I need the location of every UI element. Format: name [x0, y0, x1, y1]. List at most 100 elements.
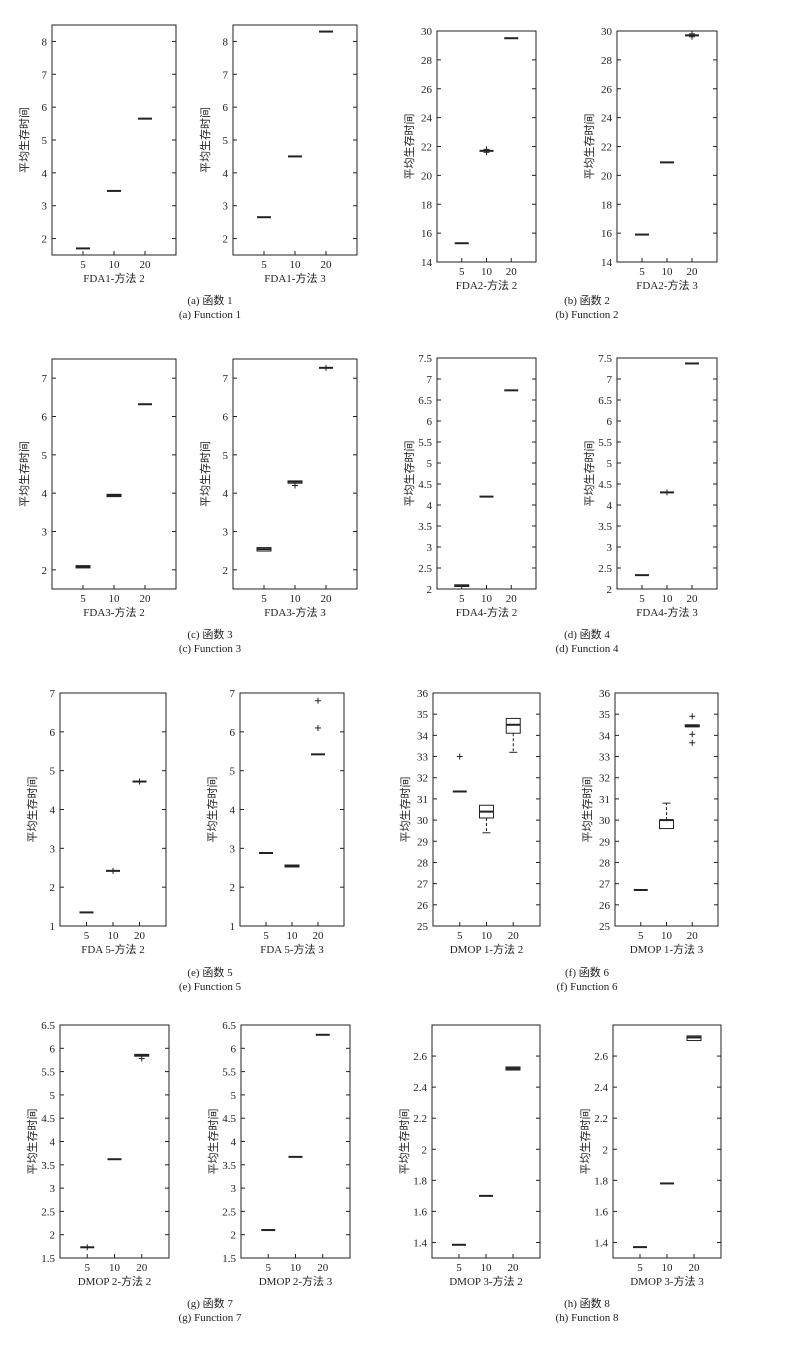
y-tick-label: 26: [601, 84, 613, 96]
x-tick-label: 20: [687, 266, 699, 278]
y-tick-label: 3.5: [598, 521, 612, 533]
caption-d: (d) 函数 4 (d) Function 4: [437, 628, 737, 656]
x-tick-label: 5: [639, 266, 645, 278]
plot-frame: [240, 1024, 351, 1259]
caption-g-en: (g) Function 7: [178, 1312, 242, 1324]
y-tick-label: 2: [50, 1230, 56, 1242]
y-tick-label: 18: [421, 199, 433, 211]
plot-frame: [232, 358, 358, 590]
x-axis-label: FDA 5-方法 3: [260, 942, 324, 956]
y-tick-label: 36: [599, 688, 611, 700]
x-tick-label: 5: [639, 593, 645, 605]
y-axis-label: 平均生存时间: [578, 1109, 592, 1175]
y-tick-label: 6.5: [418, 395, 432, 407]
plot-frame: [59, 692, 167, 927]
y-tick-label: 6.5: [598, 395, 612, 407]
plot-frame: [232, 24, 358, 256]
x-tick-label: 10: [662, 1262, 674, 1274]
y-tick-label: 22: [421, 142, 432, 154]
x-tick-label: 10: [287, 930, 299, 942]
y-tick-label: 2.5: [222, 1206, 236, 1218]
y-tick-label: 34: [417, 730, 429, 742]
y-tick-label: 1: [50, 921, 56, 933]
y-tick-label: 1.5: [41, 1253, 55, 1265]
y-tick-label: 5: [42, 135, 48, 147]
y-tick-label: 31: [417, 794, 428, 806]
plot-frame: [612, 1024, 722, 1259]
x-tick-label: 5: [456, 1262, 462, 1274]
y-axis-label: 平均生存时间: [402, 114, 416, 180]
x-axis-label: FDA1-方法 3: [264, 271, 326, 285]
y-tick-label: 28: [417, 857, 429, 869]
y-tick-label: 5: [607, 458, 613, 470]
y-tick-label: 3: [231, 1183, 237, 1195]
x-tick-label: 5: [459, 593, 465, 605]
plot-frame: [431, 1024, 541, 1259]
y-tick-label: 6.5: [41, 1020, 55, 1032]
y-tick-label: 3: [42, 527, 48, 539]
x-tick-label: 10: [108, 930, 120, 942]
y-tick-label: 25: [417, 921, 429, 933]
y-tick-label: 33: [417, 752, 429, 764]
caption-f-en: (f) Function 6: [556, 981, 618, 993]
y-tick-label: 2.2: [594, 1113, 608, 1125]
y-tick-label: 5.5: [41, 1067, 55, 1079]
y-tick-label: 7: [607, 374, 613, 386]
caption-d-zh: (d) 函数 4: [564, 629, 610, 641]
x-tick-label: 5: [85, 1262, 91, 1274]
y-tick-label: 5: [50, 1090, 56, 1102]
x-tick-label: 10: [109, 593, 121, 605]
y-tick-label: 2: [42, 234, 48, 246]
caption-h: (h) 函数 8 (h) Function 8: [437, 1297, 737, 1325]
y-tick-label: 20: [601, 170, 613, 182]
y-tick-label: 5: [427, 458, 433, 470]
y-tick-label: 2.5: [41, 1206, 55, 1218]
y-tick-label: 5.5: [222, 1067, 236, 1079]
y-tick-label: 2: [230, 882, 236, 894]
x-tick-label: 5: [263, 930, 269, 942]
y-axis-label: 平均生存时间: [397, 1109, 411, 1175]
y-axis-label: 平均生存时间: [17, 107, 31, 173]
x-tick-label: 5: [637, 1262, 643, 1274]
plot-frame: [616, 357, 718, 590]
y-tick-label: 25: [599, 921, 611, 933]
y-tick-label: 29: [599, 836, 611, 848]
x-tick-label: 10: [481, 266, 493, 278]
y-tick-label: 2: [422, 1144, 428, 1156]
y-tick-label: 3: [50, 843, 56, 855]
y-tick-label: 7: [223, 373, 229, 385]
y-tick-label: 26: [417, 900, 429, 912]
y-tick-label: 4: [427, 500, 433, 512]
y-tick-label: 2.6: [413, 1051, 427, 1063]
caption-a-en: (a) Function 1: [178, 309, 242, 321]
y-tick-label: 5: [231, 1090, 237, 1102]
y-tick-label: 6: [230, 727, 236, 739]
y-tick-label: 2: [607, 584, 613, 596]
plot-frame: [59, 1024, 170, 1259]
y-tick-label: 24: [601, 113, 613, 125]
x-tick-label: 10: [662, 266, 674, 278]
y-tick-label: 5.5: [598, 437, 612, 449]
y-tick-label: 7: [42, 373, 48, 385]
plot-frame: [239, 692, 345, 927]
x-axis-label: DMOP 1-方法 3: [630, 942, 704, 956]
y-tick-label: 7: [50, 688, 56, 700]
caption-h-zh: (h) 函数 8: [564, 1298, 610, 1310]
y-tick-label: 5: [223, 135, 229, 147]
caption-h-en: (h) Function 8: [555, 1312, 619, 1324]
y-tick-label: 4: [607, 500, 613, 512]
y-tick-label: 33: [599, 752, 611, 764]
y-tick-label: 5: [50, 766, 56, 778]
x-tick-label: 5: [261, 593, 267, 605]
x-axis-label: FDA 5-方法 2: [81, 942, 145, 956]
x-tick-label: 10: [290, 259, 302, 271]
y-tick-label: 3.5: [418, 521, 432, 533]
y-tick-label: 30: [417, 815, 429, 827]
y-tick-label: 3.5: [41, 1160, 55, 1172]
y-tick-label: 2: [223, 565, 229, 577]
